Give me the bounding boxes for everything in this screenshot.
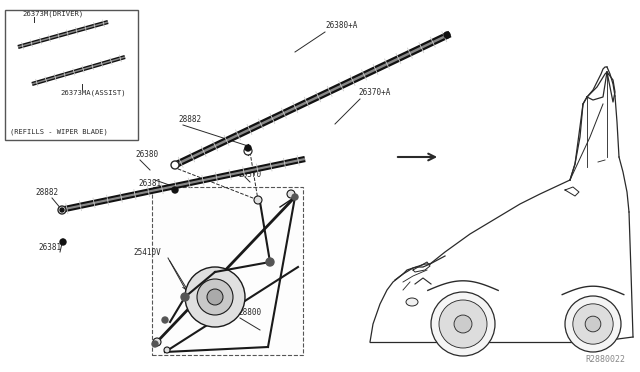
Circle shape: [181, 293, 189, 301]
Circle shape: [207, 289, 223, 305]
Circle shape: [60, 239, 66, 245]
Text: 26370+A: 26370+A: [358, 88, 390, 97]
Circle shape: [164, 347, 170, 353]
Circle shape: [292, 194, 298, 200]
Circle shape: [431, 292, 495, 356]
Circle shape: [585, 316, 601, 332]
Circle shape: [245, 145, 251, 151]
Text: (REFILLS - WIPER BLADE): (REFILLS - WIPER BLADE): [10, 128, 108, 135]
Text: 26381: 26381: [38, 243, 61, 252]
Text: R2880022: R2880022: [585, 355, 625, 364]
Circle shape: [573, 304, 613, 344]
Circle shape: [152, 341, 158, 347]
Circle shape: [266, 258, 274, 266]
Text: 26373M(DRIVER): 26373M(DRIVER): [22, 10, 83, 17]
Circle shape: [287, 190, 295, 198]
Circle shape: [60, 208, 64, 212]
Circle shape: [565, 296, 621, 352]
Text: 28882: 28882: [35, 188, 58, 197]
Text: 25410V: 25410V: [133, 248, 161, 257]
Circle shape: [439, 300, 487, 348]
Bar: [5, 10, 138, 140]
Text: 28882: 28882: [178, 115, 201, 124]
Circle shape: [197, 279, 233, 315]
Circle shape: [444, 32, 450, 38]
Circle shape: [153, 338, 161, 346]
Text: 26370: 26370: [238, 170, 261, 179]
Text: 26381: 26381: [138, 179, 161, 188]
Circle shape: [454, 315, 472, 333]
Ellipse shape: [406, 298, 418, 306]
Bar: [152, 187, 303, 355]
Circle shape: [162, 317, 168, 323]
Text: 28800: 28800: [238, 308, 261, 317]
Text: 26380+A: 26380+A: [325, 21, 357, 30]
Circle shape: [254, 196, 262, 204]
Circle shape: [58, 206, 66, 214]
Text: 26373MA(ASSIST): 26373MA(ASSIST): [60, 89, 125, 96]
Circle shape: [185, 267, 245, 327]
Text: 26380: 26380: [135, 150, 158, 159]
Circle shape: [172, 187, 178, 193]
Circle shape: [244, 147, 252, 155]
Circle shape: [171, 161, 179, 169]
